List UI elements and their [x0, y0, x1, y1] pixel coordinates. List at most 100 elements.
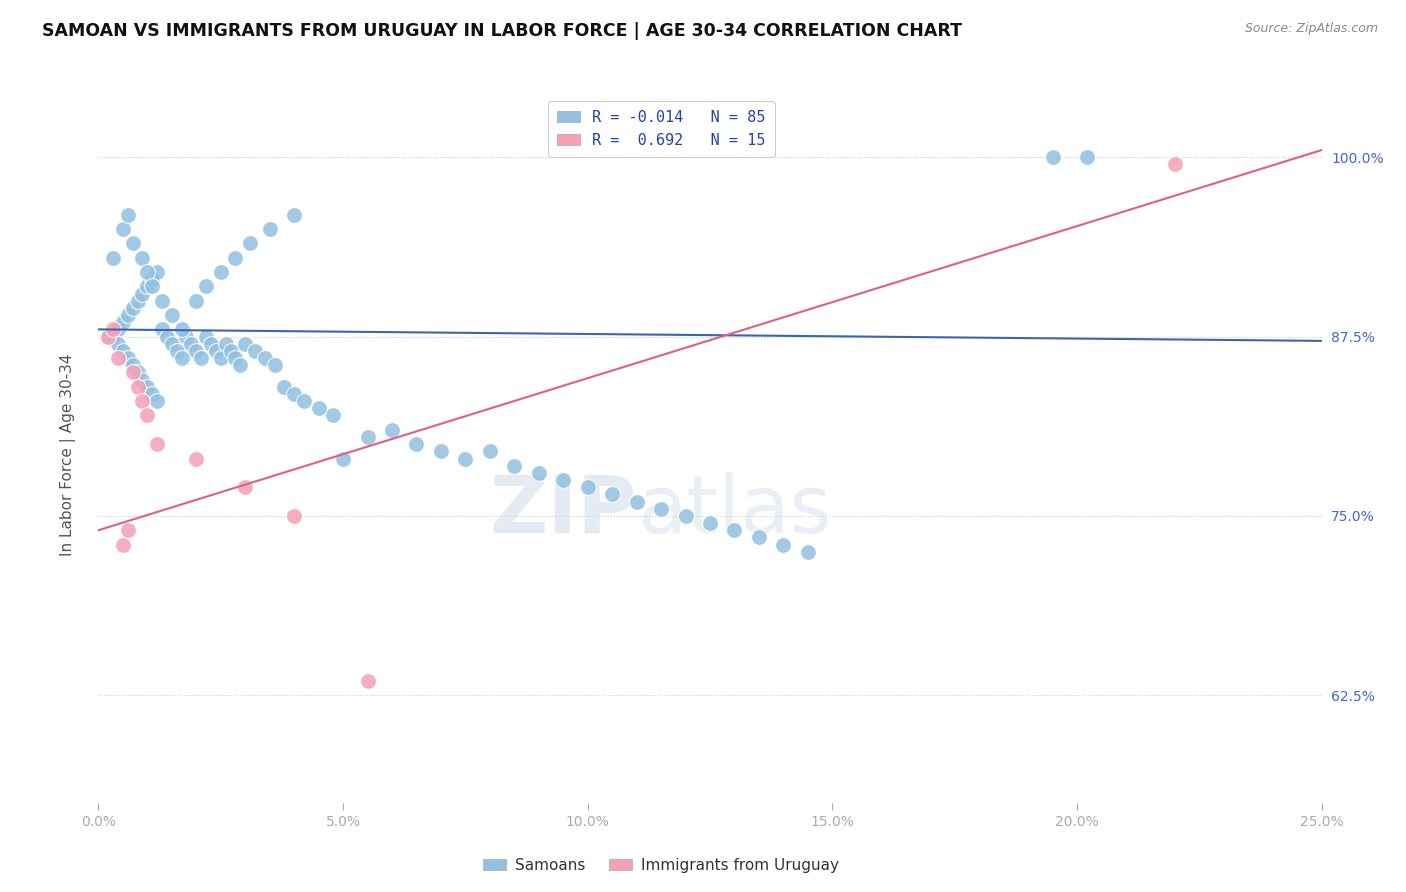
- Point: [107, 351, 129, 365]
- Point: [322, 409, 344, 423]
- Text: ZIP: ZIP: [489, 472, 637, 549]
- Point: [101, 251, 124, 265]
- Point: [253, 351, 276, 365]
- Point: [292, 394, 315, 409]
- Point: [748, 530, 770, 544]
- Point: [117, 351, 139, 365]
- Point: [214, 336, 236, 351]
- Point: [209, 265, 232, 279]
- Point: [146, 265, 169, 279]
- Point: [150, 293, 173, 308]
- Point: [283, 208, 305, 222]
- Point: [131, 286, 153, 301]
- Text: SAMOAN VS IMMIGRANTS FROM URUGUAY IN LABOR FORCE | AGE 30-34 CORRELATION CHART: SAMOAN VS IMMIGRANTS FROM URUGUAY IN LAB…: [42, 22, 962, 40]
- Point: [131, 394, 153, 409]
- Point: [1164, 157, 1187, 171]
- Point: [176, 329, 198, 343]
- Point: [136, 380, 159, 394]
- Point: [136, 265, 159, 279]
- Point: [527, 466, 550, 480]
- Point: [97, 329, 120, 343]
- Point: [136, 279, 159, 293]
- Point: [117, 523, 139, 537]
- Point: [170, 322, 193, 336]
- Point: [273, 380, 295, 394]
- Point: [243, 343, 266, 358]
- Point: [101, 329, 124, 343]
- Point: [111, 343, 134, 358]
- Point: [219, 343, 242, 358]
- Point: [200, 336, 222, 351]
- Point: [553, 473, 575, 487]
- Point: [150, 322, 173, 336]
- Point: [229, 358, 252, 372]
- Point: [650, 501, 672, 516]
- Point: [405, 437, 427, 451]
- Point: [131, 251, 153, 265]
- Point: [131, 373, 153, 387]
- Point: [107, 322, 129, 336]
- Point: [356, 673, 378, 688]
- Point: [141, 387, 163, 401]
- Point: [97, 329, 120, 343]
- Point: [332, 451, 354, 466]
- Point: [186, 451, 208, 466]
- Point: [503, 458, 526, 473]
- Point: [160, 308, 183, 322]
- Point: [121, 301, 143, 315]
- Point: [263, 358, 285, 372]
- Point: [117, 208, 139, 222]
- Point: [797, 545, 820, 559]
- Point: [146, 437, 169, 451]
- Point: [209, 351, 232, 365]
- Point: [454, 451, 477, 466]
- Point: [121, 236, 143, 251]
- Point: [170, 351, 193, 365]
- Point: [146, 394, 169, 409]
- Point: [136, 409, 159, 423]
- Point: [381, 423, 404, 437]
- Point: [600, 487, 623, 501]
- Point: [478, 444, 501, 458]
- Point: [723, 523, 745, 537]
- Text: Source: ZipAtlas.com: Source: ZipAtlas.com: [1244, 22, 1378, 36]
- Point: [283, 387, 305, 401]
- Point: [156, 329, 179, 343]
- Point: [111, 315, 134, 329]
- Point: [195, 329, 218, 343]
- Point: [111, 538, 134, 552]
- Point: [127, 380, 149, 394]
- Point: [308, 401, 330, 416]
- Point: [576, 480, 599, 494]
- Point: [186, 343, 208, 358]
- Point: [166, 343, 188, 358]
- Point: [430, 444, 453, 458]
- Point: [699, 516, 721, 530]
- Point: [141, 272, 163, 286]
- Point: [190, 351, 212, 365]
- Point: [1042, 150, 1064, 164]
- Text: atlas: atlas: [637, 472, 831, 549]
- Point: [141, 279, 163, 293]
- Point: [127, 293, 149, 308]
- Point: [772, 538, 794, 552]
- Point: [195, 279, 218, 293]
- Point: [626, 494, 648, 508]
- Point: [180, 336, 202, 351]
- Legend: Samoans, Immigrants from Uruguay: Samoans, Immigrants from Uruguay: [477, 852, 845, 879]
- Point: [1076, 150, 1098, 164]
- Point: [283, 508, 305, 523]
- Point: [259, 222, 281, 236]
- Point: [239, 236, 262, 251]
- Point: [186, 293, 208, 308]
- Point: [205, 343, 228, 358]
- Point: [111, 222, 134, 236]
- Point: [356, 430, 378, 444]
- Point: [127, 366, 149, 380]
- Point: [101, 322, 124, 336]
- Point: [121, 366, 143, 380]
- Point: [160, 336, 183, 351]
- Point: [107, 336, 129, 351]
- Y-axis label: In Labor Force | Age 30-34: In Labor Force | Age 30-34: [59, 353, 76, 557]
- Point: [233, 480, 256, 494]
